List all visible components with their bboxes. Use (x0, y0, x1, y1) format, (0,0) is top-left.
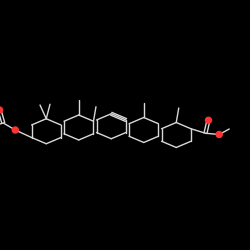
Circle shape (0, 107, 2, 113)
Circle shape (216, 132, 222, 138)
Circle shape (206, 117, 212, 123)
Circle shape (12, 127, 18, 133)
